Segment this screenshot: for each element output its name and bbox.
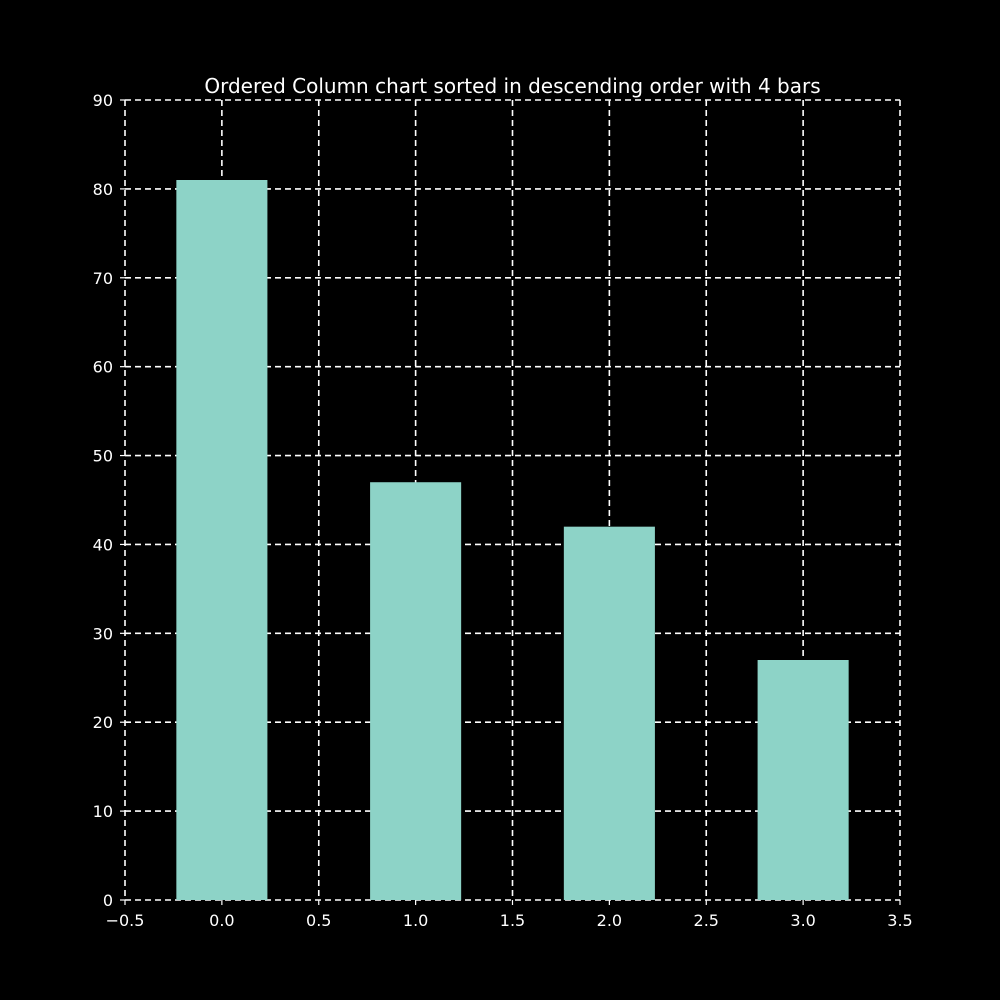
x-tick-label: 1.5: [500, 911, 525, 930]
x-tick-label: 1.0: [403, 911, 428, 930]
chart-title: Ordered Column chart sorted in descendin…: [204, 74, 820, 98]
bar: [176, 180, 268, 900]
y-tick-label: 40: [93, 535, 113, 554]
y-tick-label: 50: [93, 447, 113, 466]
bars: [176, 180, 849, 900]
y-tick-label: 0: [103, 891, 113, 910]
y-tick-label: 20: [93, 713, 113, 732]
y-tick-label: 10: [93, 802, 113, 821]
bar: [370, 482, 462, 900]
x-tick-label: 0.5: [306, 911, 331, 930]
bar: [757, 660, 849, 900]
axis-ticks: [120, 99, 901, 905]
x-tick-label: 3.5: [887, 911, 912, 930]
y-tick-label: 30: [93, 624, 113, 643]
y-axis-tick-labels: 0 10 20 30 40 50 60 70 80 90: [93, 91, 113, 910]
x-axis-tick-labels: −0.5 0.0 0.5 1.0 1.5 2.0 2.5 3.0 3.5: [106, 911, 913, 930]
x-tick-label: −0.5: [106, 911, 145, 930]
y-tick-label: 80: [93, 180, 113, 199]
y-tick-label: 90: [93, 91, 113, 110]
y-tick-label: 70: [93, 269, 113, 288]
y-tick-label: 60: [93, 358, 113, 377]
bar: [563, 526, 655, 900]
x-tick-label: 0.0: [209, 911, 234, 930]
x-tick-label: 2.5: [694, 911, 719, 930]
x-tick-label: 2.0: [597, 911, 622, 930]
x-tick-label: 3.0: [790, 911, 815, 930]
